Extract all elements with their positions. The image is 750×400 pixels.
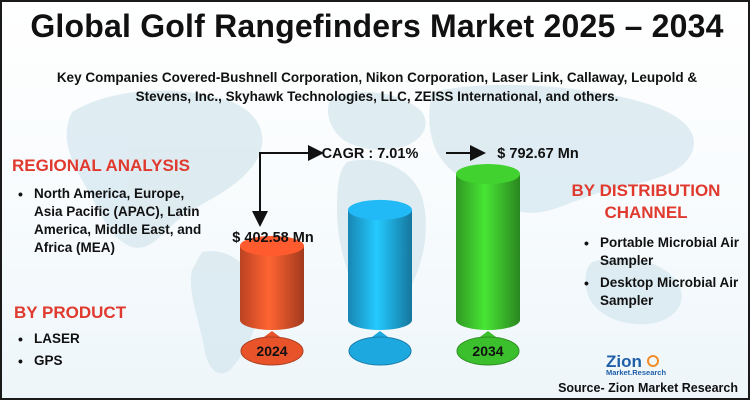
category-label: 2024 xyxy=(256,343,287,359)
bar-top xyxy=(240,235,304,256)
list-item: North America, Europe, Asia Pacific (APA… xyxy=(16,185,216,257)
cagr-label: CAGR : 7.01% xyxy=(322,146,419,162)
category-pill xyxy=(348,336,412,366)
category-pill xyxy=(456,336,520,366)
list-item: Portable Microbial Air Sampler xyxy=(582,234,748,270)
regional-list: North America, Europe, Asia Pacific (APA… xyxy=(16,185,216,261)
cagr-arrow-left xyxy=(259,145,324,224)
bar-top xyxy=(348,199,412,220)
list-item: GPS xyxy=(16,352,166,370)
list-item: Desktop Microbial Air Sampler xyxy=(582,274,748,310)
bar-body xyxy=(456,174,520,330)
product-list: LASER GPS xyxy=(16,330,166,374)
bar-body xyxy=(348,209,412,330)
bar-segment-1 xyxy=(348,199,412,366)
zion-logo: Zion Market.Research xyxy=(606,352,666,376)
bar-2024 xyxy=(240,235,304,366)
distribution-list: Portable Microbial Air Sampler Desktop M… xyxy=(582,234,748,314)
list-item: LASER xyxy=(16,330,166,348)
bar-top xyxy=(456,164,520,184)
bar-body xyxy=(240,245,304,330)
svg-text:Zion: Zion xyxy=(606,352,642,371)
svg-text:Market.Research: Market.Research xyxy=(606,368,666,376)
value-label: $ 792.67 Mn xyxy=(497,146,578,162)
source-note: Source- Zion Market Research xyxy=(558,381,738,395)
key-companies-subtitle: Key Companies Covered-Bushnell Corporati… xyxy=(56,70,698,104)
category-label: 2034 xyxy=(472,343,503,359)
by-product-heading: BY PRODUCT xyxy=(14,303,127,322)
page-title: Global Golf Rangefinders Market 2025 – 2… xyxy=(30,8,724,44)
category-pill xyxy=(240,336,304,366)
regional-analysis-heading: REGIONAL ANALYSIS xyxy=(12,156,190,175)
value-label: $ 402.58 Mn xyxy=(232,230,313,246)
bar-2034 xyxy=(456,164,520,366)
by-distribution-heading: BY DISTRIBUTION CHANNEL xyxy=(571,181,721,222)
